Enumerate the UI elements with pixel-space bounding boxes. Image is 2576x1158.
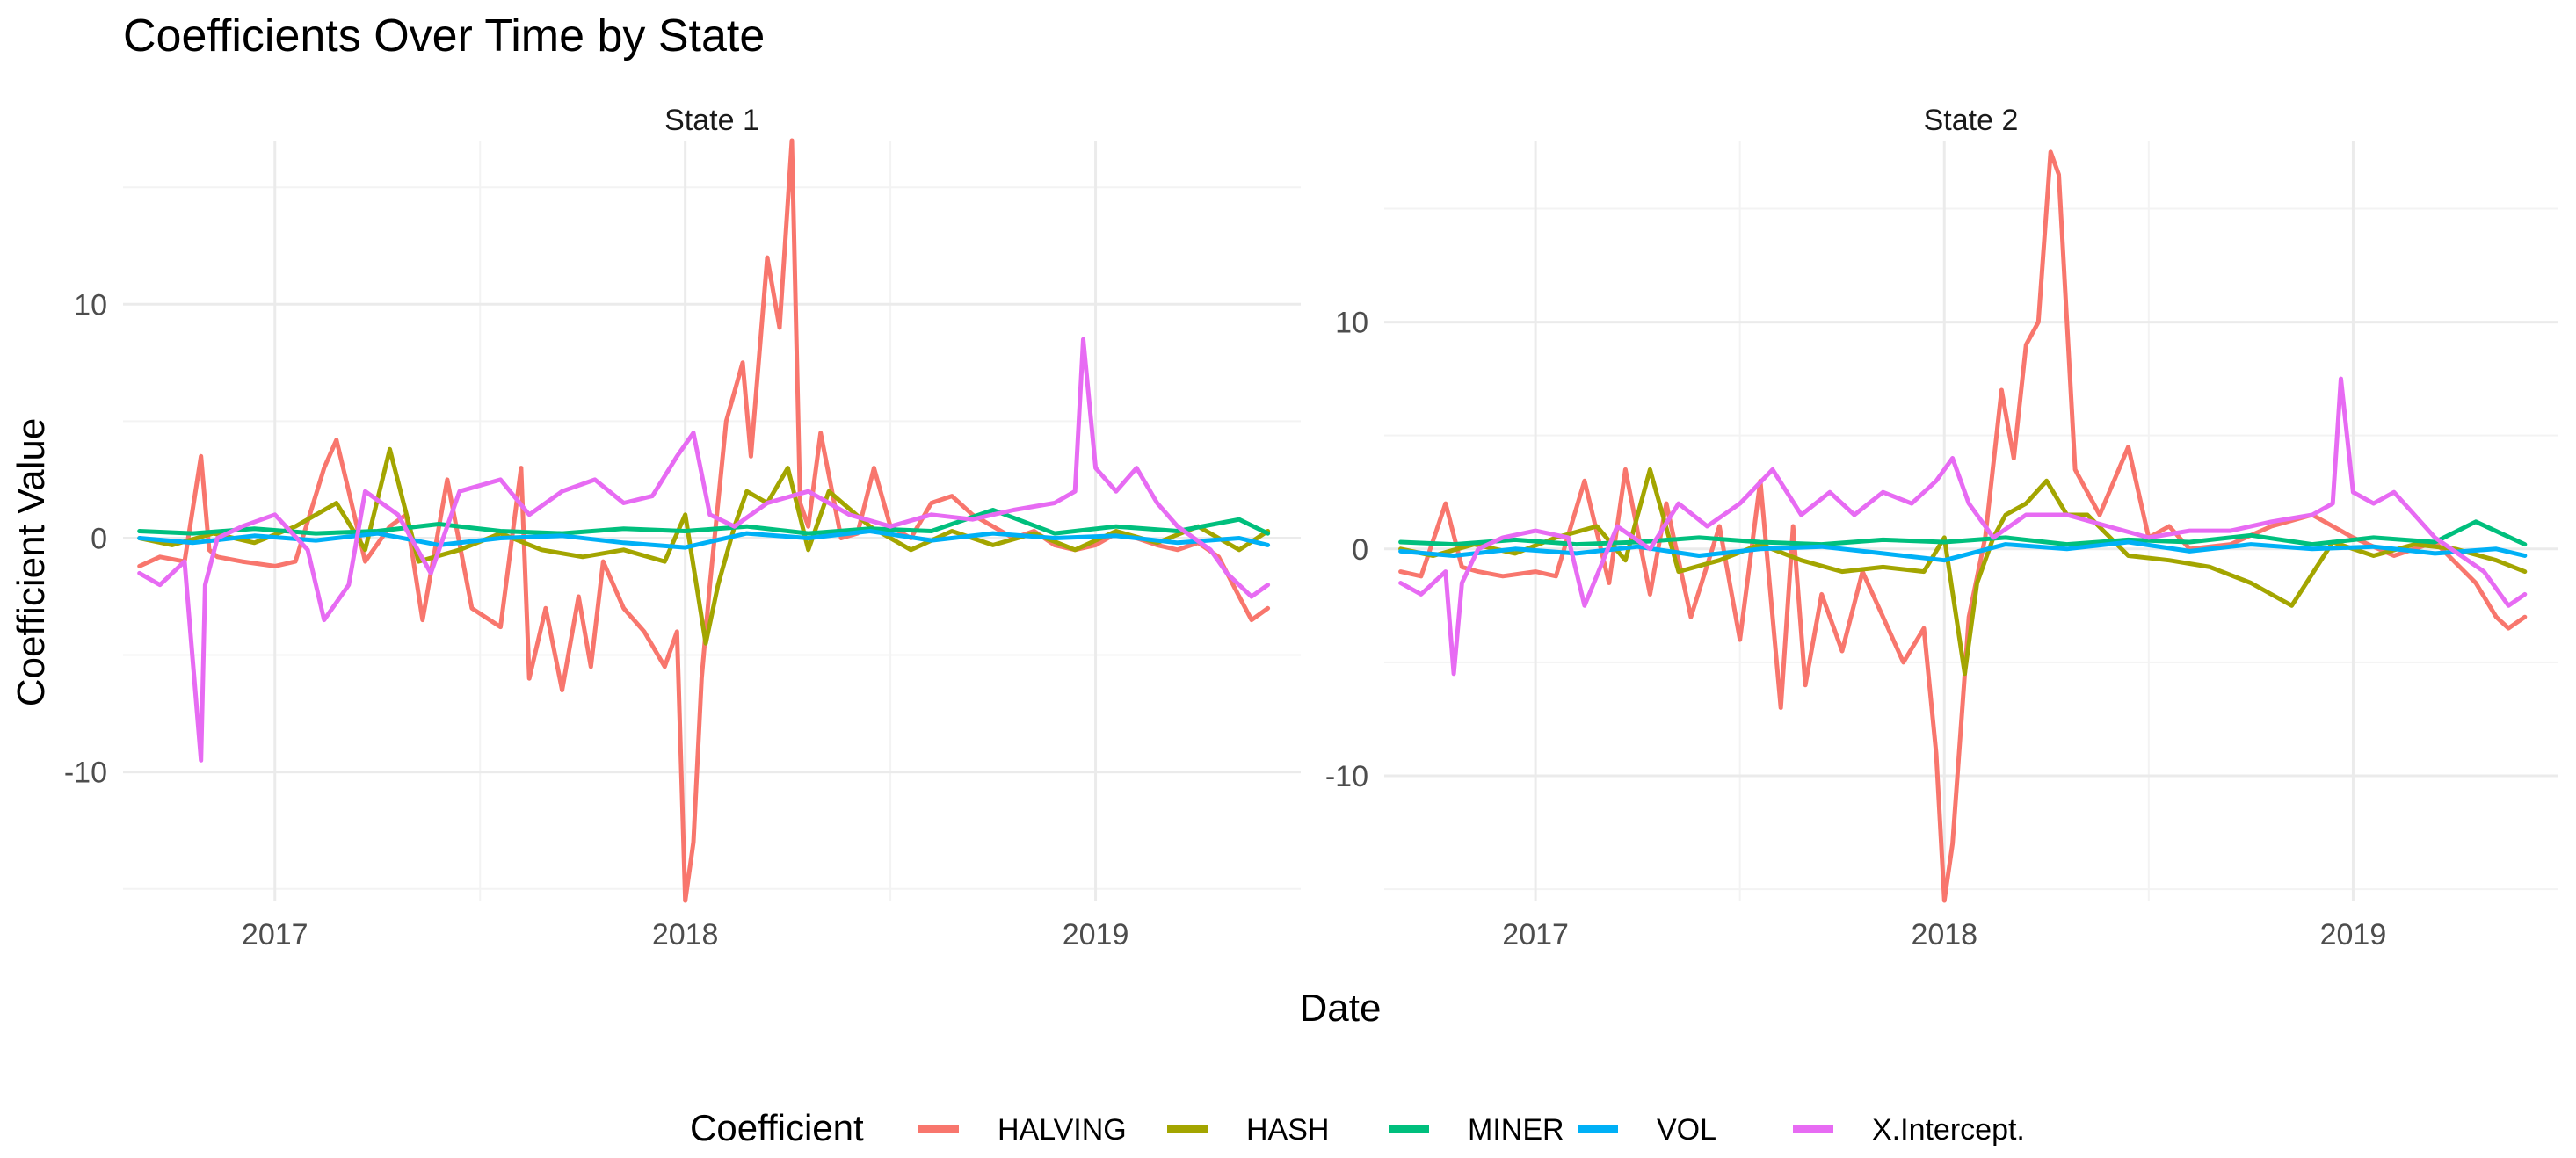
series-line-miner: [1398, 519, 2528, 547]
facet-panel-2: State 2 2017 2018 2019 -10 0 10: [1325, 104, 2558, 952]
legend-label: X.Intercept.: [1872, 1113, 2025, 1147]
x-tick-label: 2018: [1911, 918, 1977, 952]
legend-label: HASH: [1246, 1113, 1329, 1147]
y-axis-title: Coefficient Value: [10, 418, 53, 707]
legend-label: MINER: [1468, 1113, 1564, 1147]
series-line-x-intercept: [137, 337, 1271, 763]
x-axis-title: Date: [1300, 987, 1382, 1030]
x-tick-label: 2017: [242, 918, 308, 952]
series-line-vol: [137, 529, 1271, 550]
facet-panels: State 1 2017 2018 2019 -10 0 10 State 2 2017 2018…: [64, 104, 2558, 952]
x-tick-label: 2019: [2320, 918, 2387, 952]
y-tick-label: 10: [1335, 307, 1368, 340]
x-tick-label: 2019: [1063, 918, 1129, 952]
x-tick-label: 2018: [652, 918, 719, 952]
x-tick-label: 2017: [1502, 918, 1569, 952]
y-tick-label: 10: [74, 288, 107, 322]
y-tick-label: 0: [1352, 533, 1368, 567]
series-line-halving: [1398, 149, 2528, 903]
legend-label: VOL: [1657, 1113, 1716, 1147]
series-line-miner: [137, 508, 1271, 536]
y-tick-label: -10: [1325, 760, 1368, 793]
legend-label: HALVING: [998, 1113, 1127, 1147]
series-line-hash: [1398, 467, 2528, 677]
chart-title: Coefficients Over Time by State: [123, 11, 765, 62]
legend-title: Coefficient: [690, 1107, 864, 1148]
series-line-x-intercept: [1398, 376, 2528, 677]
y-tick-label: -10: [64, 756, 107, 790]
facet-strip-label: State 2: [1924, 104, 2019, 137]
series-line-vol: [1398, 539, 2528, 563]
y-tick-label: 0: [91, 522, 107, 555]
legend: Coefficient HALVING HASH MINER VOL X.Interce…: [690, 1107, 2025, 1148]
facet-panel-1: State 1 2017 2018 2019 -10 0 10: [64, 104, 1301, 952]
facet-strip-label: State 1: [664, 104, 759, 137]
